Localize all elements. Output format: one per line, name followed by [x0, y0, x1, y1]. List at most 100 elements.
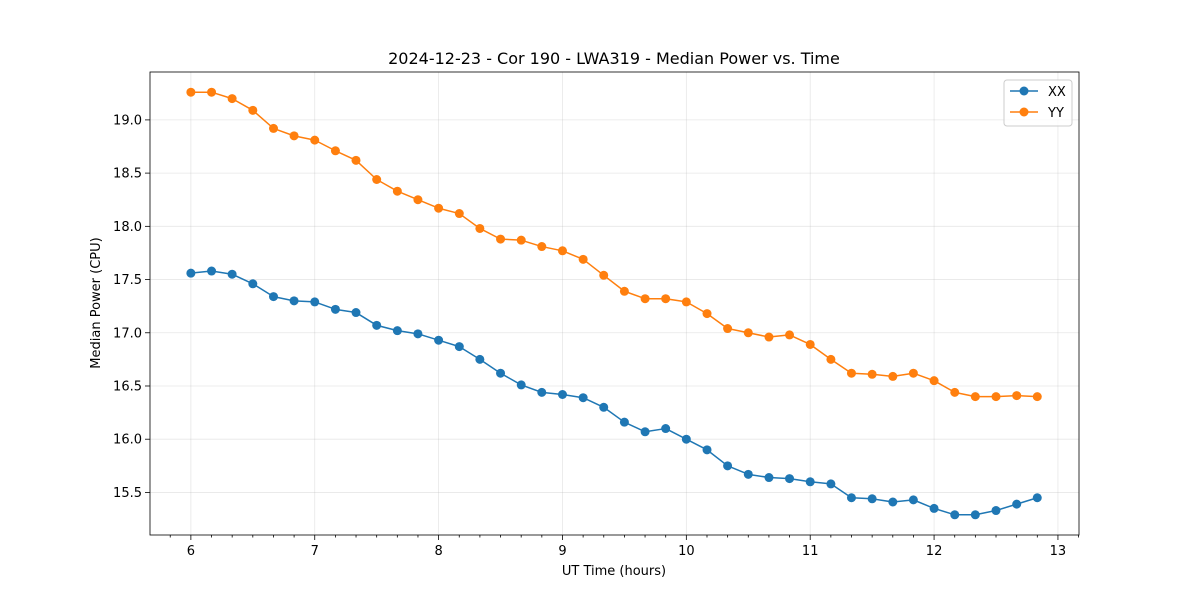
- data-point-yy: [991, 392, 1001, 402]
- data-point-xx: [1012, 499, 1022, 509]
- plot-frame: [149, 71, 1080, 536]
- data-point-xx: [248, 279, 258, 289]
- data-point-yy: [516, 235, 526, 245]
- data-point-xx: [207, 266, 217, 276]
- data-point-yy: [207, 87, 217, 97]
- data-point-xx: [434, 335, 444, 345]
- data-point-yy: [640, 294, 650, 304]
- data-point-xx: [785, 474, 795, 484]
- data-point-yy: [227, 94, 237, 104]
- data-point-yy: [392, 186, 402, 196]
- data-point-xx: [970, 510, 980, 520]
- data-point-xx: [764, 473, 774, 483]
- data-point-xx: [888, 497, 898, 507]
- data-point-yy: [537, 242, 547, 252]
- y-tick-label: 15.5: [113, 486, 142, 501]
- data-point-yy: [413, 195, 423, 205]
- legend-marker-yy: [1019, 107, 1029, 117]
- data-point-xx: [351, 308, 361, 318]
- data-point-xx: [496, 368, 506, 378]
- data-point-yy: [950, 387, 960, 397]
- data-point-yy: [888, 371, 898, 381]
- data-point-xx: [269, 292, 278, 302]
- data-point-xx: [908, 495, 918, 505]
- data-point-xx: [846, 493, 856, 503]
- data-point-xx: [537, 387, 547, 397]
- data-point-xx: [991, 506, 1001, 516]
- data-point-xx: [516, 380, 526, 390]
- data-point-xx: [619, 417, 629, 427]
- data-point-yy: [805, 339, 815, 349]
- data-point-yy: [723, 324, 733, 334]
- data-point-xx: [929, 503, 939, 513]
- x-tick-label: 7: [311, 544, 319, 559]
- legend-marker-xx: [1019, 86, 1029, 96]
- legend-label-xx: XX: [1048, 85, 1066, 100]
- data-point-xx: [475, 354, 485, 364]
- data-point-xx: [310, 297, 320, 307]
- data-point-yy: [743, 328, 753, 338]
- data-point-yy: [1012, 391, 1022, 401]
- y-tick-label: 16.5: [113, 379, 142, 394]
- data-point-yy: [764, 332, 774, 342]
- data-point-xx: [599, 402, 609, 412]
- data-point-xx: [413, 329, 423, 339]
- data-point-yy: [867, 369, 877, 379]
- data-point-xx: [661, 424, 671, 434]
- data-point-xx: [392, 326, 402, 336]
- legend-entry-xx: XX: [1010, 85, 1066, 100]
- data-point-xx: [1032, 493, 1042, 503]
- data-point-xx: [805, 477, 815, 487]
- legend: XX YY: [1003, 79, 1073, 127]
- data-point-xx: [640, 427, 650, 437]
- data-point-xx: [372, 320, 382, 330]
- data-point-xx: [578, 393, 588, 403]
- x-tick-label: 11: [802, 544, 819, 559]
- data-point-xx: [330, 304, 340, 314]
- data-point-yy: [496, 234, 506, 244]
- x-axis-label: UT Time (hours): [562, 564, 666, 579]
- x-tick-label: 10: [678, 544, 695, 559]
- data-point-yy: [826, 354, 836, 364]
- y-tick-label: 16.0: [113, 433, 142, 448]
- data-point-yy: [1032, 392, 1042, 402]
- data-point-yy: [661, 294, 671, 304]
- data-point-yy: [846, 368, 856, 378]
- data-point-yy: [351, 155, 361, 165]
- data-point-yy: [702, 309, 712, 319]
- data-point-yy: [310, 135, 320, 145]
- data-point-yy: [970, 392, 980, 402]
- data-point-yy: [929, 376, 939, 386]
- series-layer: [186, 87, 1042, 520]
- data-point-yy: [248, 105, 258, 115]
- data-point-yy: [578, 254, 588, 264]
- y-tick-label: 17.0: [113, 326, 142, 341]
- data-point-yy: [557, 246, 567, 256]
- data-point-yy: [908, 368, 918, 378]
- data-point-xx: [557, 390, 567, 399]
- data-point-xx: [826, 479, 836, 489]
- y-tick-label: 19.0: [113, 113, 142, 128]
- data-point-xx: [867, 494, 877, 504]
- data-point-yy: [681, 297, 691, 307]
- x-tick-label: 6: [187, 544, 195, 559]
- y-tick-label: 17.5: [113, 273, 142, 288]
- data-point-xx: [681, 434, 691, 444]
- y-tick-label: 18.0: [113, 220, 142, 235]
- data-point-xx: [743, 469, 753, 479]
- y-tick-label: 18.5: [113, 167, 142, 182]
- data-point-yy: [186, 87, 196, 97]
- grid-layer: [150, 72, 1079, 535]
- data-point-xx: [289, 296, 299, 306]
- chart-title: 2024-12-23 - Cor 190 - LWA319 - Median P…: [388, 49, 840, 68]
- data-point-xx: [227, 269, 237, 279]
- x-tick-label: 8: [434, 544, 442, 559]
- x-tick-label: 12: [926, 544, 943, 559]
- data-point-xx: [454, 342, 464, 352]
- data-point-xx: [702, 445, 712, 455]
- data-point-yy: [454, 209, 464, 219]
- data-point-xx: [186, 268, 196, 278]
- data-point-yy: [619, 286, 629, 296]
